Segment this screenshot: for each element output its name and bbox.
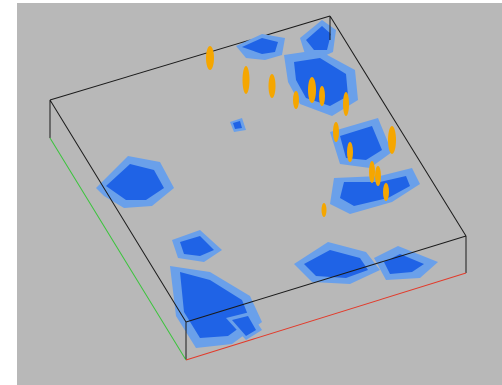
orange-marker	[375, 166, 381, 186]
isosurface-layer	[96, 20, 438, 348]
isosurface-inner	[384, 254, 424, 274]
isosurface-inner	[294, 58, 348, 106]
orange-marker	[242, 66, 250, 94]
isosurface-inner	[180, 236, 214, 256]
marker-layer	[206, 46, 396, 217]
y-axis-line	[49, 137, 187, 361]
orange-marker	[347, 142, 353, 162]
bounding-box-front-edges	[49, 16, 467, 361]
orange-marker	[308, 77, 316, 103]
isosurface-inner	[233, 121, 242, 129]
orange-marker	[388, 126, 396, 154]
orange-marker	[319, 86, 325, 106]
box-edge-front-right	[185, 235, 467, 323]
orange-marker	[268, 74, 276, 98]
orange-marker	[333, 122, 339, 142]
isosurface-inner	[242, 38, 278, 54]
bounding-box-back-edges	[49, 15, 467, 237]
orange-marker	[343, 92, 349, 116]
orange-marker	[321, 203, 327, 217]
isosurface-inner	[306, 26, 331, 50]
orange-marker	[206, 46, 214, 70]
orange-marker	[293, 91, 299, 109]
orange-marker	[383, 183, 389, 201]
x-axis-line	[185, 272, 467, 361]
box-edge-top-front	[49, 99, 187, 323]
isosurface-inner	[106, 164, 164, 200]
isosurface-inner	[232, 316, 256, 336]
isosurface-inner	[340, 176, 410, 206]
box-edge-top-back	[49, 15, 331, 101]
orange-marker	[369, 161, 375, 183]
box-edge-top-right	[329, 15, 467, 237]
